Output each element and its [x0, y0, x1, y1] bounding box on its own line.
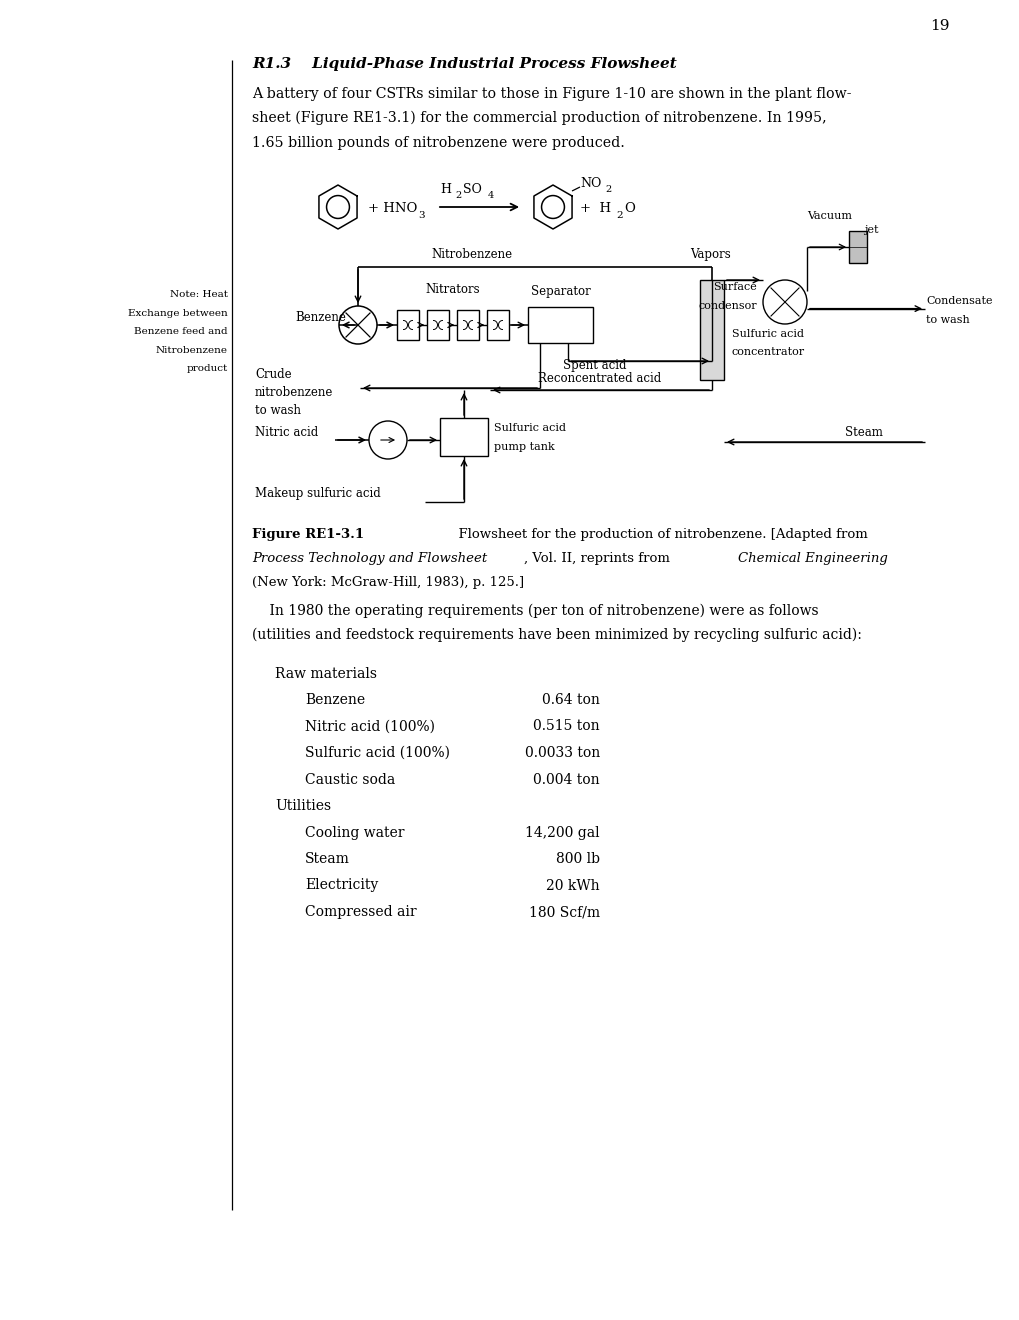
Text: SO: SO — [463, 183, 482, 195]
Text: condensor: condensor — [698, 301, 756, 312]
Text: Surface: Surface — [712, 282, 756, 292]
Text: Caustic soda: Caustic soda — [305, 772, 395, 787]
Text: Separator: Separator — [530, 285, 590, 298]
Text: Process Technology and Flowsheet: Process Technology and Flowsheet — [252, 552, 487, 565]
Text: pump tank: pump tank — [493, 442, 554, 451]
Text: Figure RE1-3.1: Figure RE1-3.1 — [252, 528, 364, 541]
Bar — [699, 280, 723, 380]
Text: Nitric acid (100%): Nitric acid (100%) — [305, 719, 434, 734]
Text: + HNO: + HNO — [368, 202, 417, 215]
Bar — [848, 231, 866, 263]
Text: Nitrators: Nitrators — [425, 282, 480, 296]
Text: +  H: + H — [580, 202, 610, 215]
Bar — [396, 310, 419, 341]
Text: Note: Heat: Note: Heat — [170, 290, 228, 300]
Text: concentrator: concentrator — [732, 347, 804, 356]
Text: Compressed air: Compressed air — [305, 906, 416, 919]
Text: to wash: to wash — [925, 314, 969, 325]
Text: 0.515 ton: 0.515 ton — [533, 719, 599, 734]
Text: (utilities and feedstock requirements have been minimized by recycling sulfuric : (utilities and feedstock requirements ha… — [252, 628, 861, 643]
Text: Electricity: Electricity — [305, 879, 378, 892]
Text: (New York: McGraw-Hill, 1983), p. 125.]: (New York: McGraw-Hill, 1983), p. 125.] — [252, 576, 524, 589]
Text: Flowsheet for the production of nitrobenzene. [Adapted from: Flowsheet for the production of nitroben… — [449, 528, 867, 541]
Text: A battery of four CSTRs similar to those in Figure 1-10 are shown in the plant f: A battery of four CSTRs similar to those… — [252, 87, 851, 102]
Text: Benzene: Benzene — [305, 693, 365, 708]
Text: 14,200 gal: 14,200 gal — [525, 825, 599, 840]
Text: , Vol. II, reprints from: , Vol. II, reprints from — [524, 552, 674, 565]
Text: Steam: Steam — [844, 426, 882, 440]
Text: NO: NO — [580, 177, 601, 190]
Text: 2: 2 — [615, 211, 623, 220]
Text: Raw materials: Raw materials — [275, 667, 377, 681]
Bar — [427, 310, 448, 341]
Text: product: product — [186, 364, 228, 374]
Text: Nitric acid: Nitric acid — [255, 426, 318, 440]
Text: Makeup sulfuric acid: Makeup sulfuric acid — [255, 487, 380, 500]
Text: 1.65 billion pounds of nitrobenzene were produced.: 1.65 billion pounds of nitrobenzene were… — [252, 136, 625, 150]
Text: 3: 3 — [418, 211, 424, 220]
Text: Sulfuric acid: Sulfuric acid — [732, 329, 803, 339]
Text: In 1980 the operating requirements (per ton of nitrobenzene) were as follows: In 1980 the operating requirements (per … — [252, 603, 818, 618]
Text: Sulfuric acid (100%): Sulfuric acid (100%) — [305, 746, 449, 760]
Text: sheet (Figure RE1-3.1) for the commercial production of nitrobenzene. In 1995,: sheet (Figure RE1-3.1) for the commercia… — [252, 111, 825, 125]
Text: H: H — [439, 183, 450, 195]
Text: O: O — [624, 202, 635, 215]
Bar — [528, 308, 592, 343]
Text: 0.004 ton: 0.004 ton — [533, 772, 599, 787]
Text: 180 Scf/m: 180 Scf/m — [529, 906, 599, 919]
Text: 2: 2 — [605, 185, 611, 194]
Text: R1.3    Liquid-Phase Industrial Process Flowsheet: R1.3 Liquid-Phase Industrial Process Flo… — [252, 57, 676, 71]
Text: Sulfuric acid: Sulfuric acid — [493, 422, 566, 433]
Text: 19: 19 — [929, 18, 949, 33]
Text: Steam: Steam — [305, 851, 350, 866]
Text: Cooling water: Cooling water — [305, 825, 405, 840]
Text: to wash: to wash — [255, 404, 301, 417]
Text: Spent acid: Spent acid — [562, 359, 626, 372]
Text: 800 lb: 800 lb — [555, 851, 599, 866]
Text: Vapors: Vapors — [689, 248, 730, 261]
Text: nitrobenzene: nitrobenzene — [255, 385, 333, 399]
Text: Utilities: Utilities — [275, 799, 331, 813]
Text: 4: 4 — [487, 191, 493, 201]
Text: jet: jet — [863, 224, 877, 235]
Text: 0.0033 ton: 0.0033 ton — [524, 746, 599, 760]
Bar — [457, 310, 479, 341]
Bar — [486, 310, 508, 341]
Text: Vacuum: Vacuum — [807, 211, 852, 220]
Text: Reconcentrated acid: Reconcentrated acid — [537, 372, 660, 385]
Text: Nitrobenzene: Nitrobenzene — [431, 248, 513, 261]
Text: Chemical Engineering: Chemical Engineering — [738, 552, 887, 565]
Text: 20 kWh: 20 kWh — [546, 879, 599, 892]
Text: 0.64 ton: 0.64 ton — [541, 693, 599, 708]
Text: Benzene: Benzene — [294, 312, 345, 323]
Text: Crude: Crude — [255, 368, 291, 381]
Bar — [439, 418, 487, 455]
Text: Benzene feed and: Benzene feed and — [135, 327, 228, 337]
Text: Nitrobenzene: Nitrobenzene — [156, 346, 228, 355]
Text: 2: 2 — [455, 191, 462, 201]
Text: Exchange between: Exchange between — [128, 309, 228, 318]
Text: Condensate: Condensate — [925, 296, 991, 306]
